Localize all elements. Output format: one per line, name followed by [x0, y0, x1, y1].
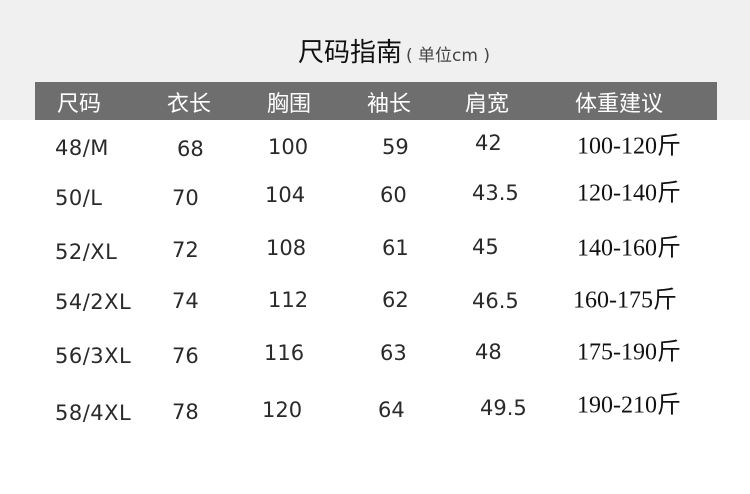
header-shoulder: 肩宽: [465, 92, 510, 117]
cell-weight: 100-120斤: [577, 133, 681, 160]
cell-shoulder: 49.5: [480, 396, 527, 420]
cell-sleeve: 61: [382, 236, 409, 260]
cell-length: 70: [172, 186, 199, 210]
cell-weight: 190-210斤: [577, 392, 681, 419]
cell-sleeve: 63: [380, 341, 407, 365]
cell-length: 74: [172, 289, 199, 313]
cell-chest: 108: [266, 236, 307, 260]
cell-sleeve: 62: [382, 288, 409, 312]
cell-size: 58/4XL: [55, 401, 132, 425]
cell-shoulder: 43.5: [472, 181, 519, 205]
cell-size: 52/XL: [55, 240, 118, 264]
cell-weight: 175-190斤: [577, 339, 681, 366]
cell-weight: 160-175斤: [573, 287, 677, 314]
unit-label: ( 单位cm ): [406, 46, 490, 66]
cell-chest: 116: [264, 341, 305, 365]
cell-length: 72: [172, 238, 199, 262]
page-title: 尺码指南( 单位cm ): [298, 32, 490, 69]
cell-chest: 100: [268, 135, 309, 159]
header-length: 衣长: [167, 92, 212, 117]
cell-chest: 112: [268, 288, 309, 312]
header-chest: 胸围: [267, 92, 312, 117]
cell-sleeve: 64: [378, 398, 405, 422]
cell-weight: 120-140斤: [577, 180, 681, 207]
cell-length: 76: [172, 344, 199, 368]
table-header: 尺码 衣长 胸围 袖长 肩宽 体重建议: [35, 82, 717, 120]
cell-length: 78: [172, 400, 199, 424]
title-text: 尺码指南: [298, 38, 403, 68]
cell-chest: 120: [262, 398, 303, 422]
header-size: 尺码: [57, 92, 102, 117]
cell-sleeve: 60: [380, 183, 407, 207]
cell-shoulder: 48: [475, 340, 502, 364]
cell-size: 50/L: [55, 186, 103, 210]
cell-shoulder: 42: [475, 131, 502, 155]
cell-length: 68: [177, 137, 204, 161]
cell-shoulder: 46.5: [472, 289, 519, 313]
cell-size: 54/2XL: [55, 290, 132, 314]
cell-size: 56/3XL: [55, 344, 132, 368]
header-weight: 体重建议: [575, 92, 664, 117]
cell-sleeve: 59: [382, 135, 409, 159]
cell-chest: 104: [265, 183, 306, 207]
cell-size: 48/M: [55, 136, 109, 160]
header-sleeve: 袖长: [367, 92, 412, 117]
cell-weight: 140-160斤: [577, 235, 681, 262]
cell-shoulder: 45: [472, 235, 499, 259]
